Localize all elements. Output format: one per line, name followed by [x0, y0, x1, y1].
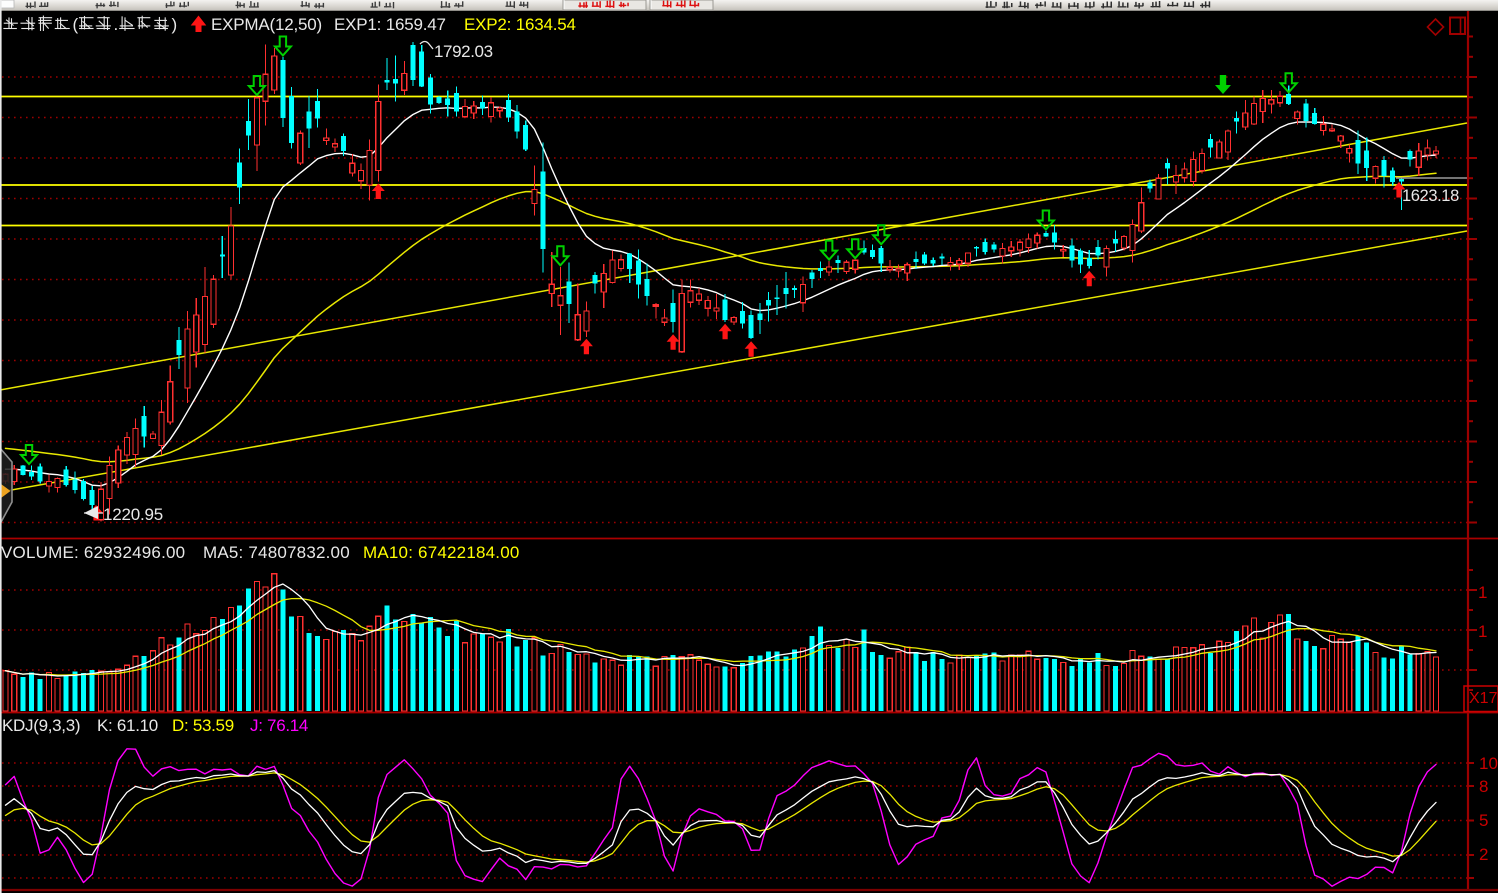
svg-text:5: 5	[1479, 811, 1488, 830]
svg-text:EXPMA(12,50): EXPMA(12,50)	[211, 15, 322, 34]
svg-text:EXP1: 1659.47: EXP1: 1659.47	[334, 15, 446, 34]
svg-text:VOLUME: 62932496.00: VOLUME: 62932496.00	[1, 543, 185, 562]
svg-text:): )	[172, 15, 178, 34]
svg-text:EXP2: 1634.54: EXP2: 1634.54	[464, 15, 576, 34]
svg-text:J: 76.14: J: 76.14	[250, 716, 308, 735]
svg-text:10: 10	[1479, 754, 1498, 773]
svg-text:D: 53.59: D: 53.59	[172, 716, 234, 735]
svg-text:.: .	[114, 15, 119, 34]
svg-text:X17: X17	[1469, 690, 1498, 707]
svg-text:1: 1	[1478, 583, 1487, 602]
svg-text:MA5: 74807832.00: MA5: 74807832.00	[203, 543, 350, 562]
svg-text:(: (	[73, 15, 79, 34]
svg-text:KDJ(9,3,3): KDJ(9,3,3)	[2, 716, 80, 735]
svg-text:1220.95: 1220.95	[103, 505, 163, 524]
svg-text:1792.03: 1792.03	[434, 42, 493, 61]
svg-text:8: 8	[1479, 777, 1488, 796]
svg-text:K: 61.10: K: 61.10	[97, 716, 158, 735]
svg-text:1623.18: 1623.18	[1402, 187, 1459, 205]
svg-text:2: 2	[1479, 845, 1488, 864]
svg-text:MA10: 67422184.00: MA10: 67422184.00	[363, 543, 520, 562]
svg-text:1: 1	[1478, 622, 1487, 641]
